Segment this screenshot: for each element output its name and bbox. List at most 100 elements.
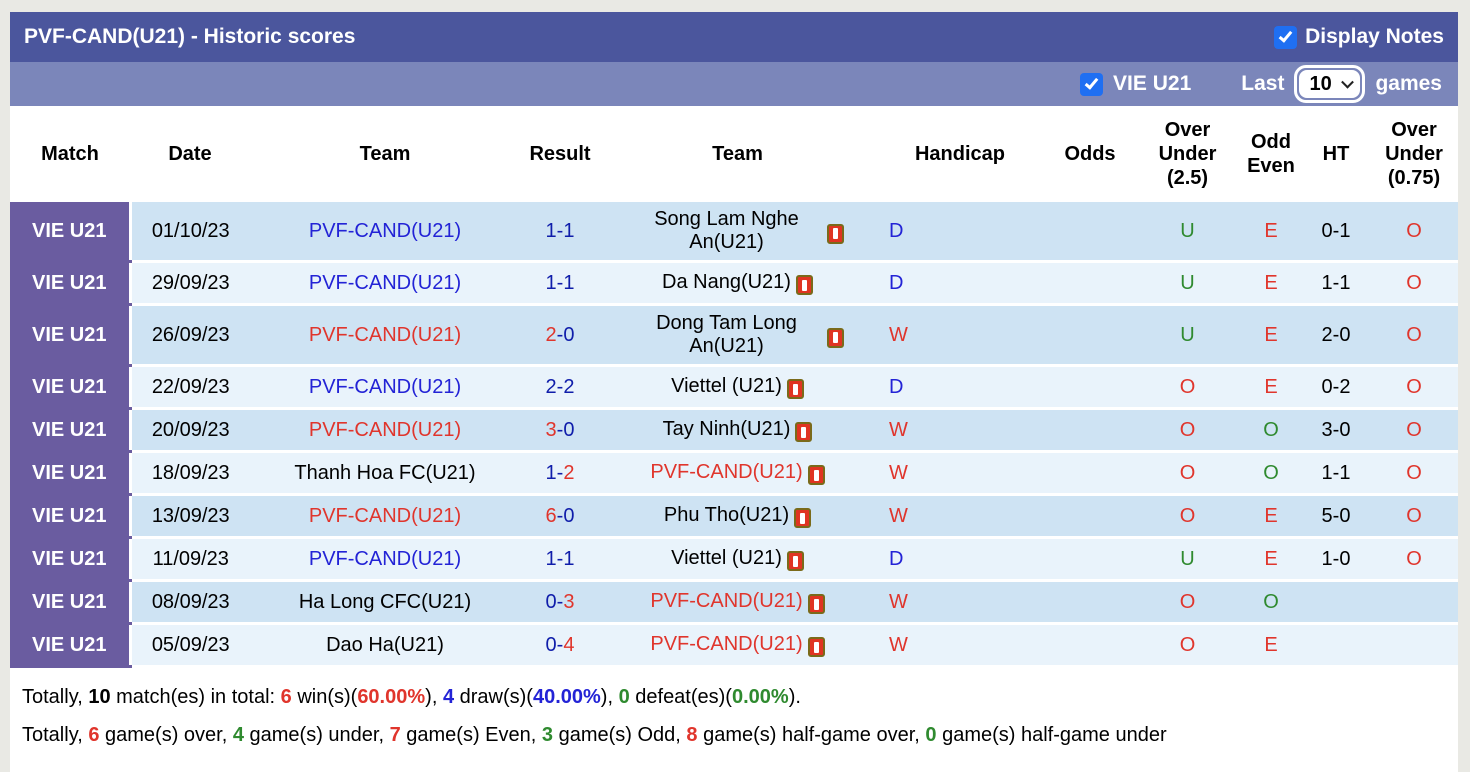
col-header-handicap: Handicap [875,106,1045,202]
team1-cell: PVF-CAND(U21) [250,365,520,410]
team2-name: Viettel (U21) [671,374,782,397]
games-label: games [1375,72,1442,95]
team1-name: Thanh Hoa FC(U21) [294,461,476,484]
team2-cell: Da Nang(U21) [600,261,875,306]
away-score: 0 [563,323,575,346]
outcome-cell: W [875,623,1045,668]
outcome-cell: D [875,202,1045,263]
red-card-icon [826,327,844,348]
team1-cell: PVF-CAND(U21) [250,494,520,539]
team1-cell: PVF-CAND(U21) [250,202,520,263]
result-cell: 3-0 [520,408,600,453]
score-dash: - [556,375,564,398]
team2-name: Song Lam Nghe An(U21) [654,208,799,253]
odds-cell [1045,408,1135,453]
col-header-over-under-25: Over Under (2.5) [1135,106,1240,202]
col-header-match: Match [10,106,130,202]
col-header-team-right: Team [600,106,875,202]
team-filter-label: VIE U21 [1113,72,1192,95]
over-under-25-cell: O [1135,408,1240,453]
team2-name: Viettel (U21) [671,546,782,569]
over-under-25-cell: O [1135,623,1240,668]
score-dash: - [556,547,564,570]
score-dash: - [556,219,564,242]
outcome-cell: D [875,537,1045,582]
team2-name: Dong Tam Long An(U21) [656,312,797,357]
team1-name: PVF-CAND(U21) [308,219,462,242]
ht-cell [1302,623,1370,668]
check-icon [1278,28,1293,43]
result-cell: 2-0 [520,304,600,367]
odds-cell [1045,494,1135,539]
outcome-cell: W [875,304,1045,367]
team2-cell: Dong Tam Long An(U21) [600,304,875,367]
home-score: 1 [545,271,557,294]
display-notes-checkbox[interactable] [1274,25,1298,49]
table-row: VIE U21 01/10/23 PVF-CAND(U21) 1-1 Song … [10,202,1458,263]
away-score: 1 [563,219,575,242]
odd-even-cell: E [1240,537,1302,582]
over-under-075-cell: O [1370,261,1458,306]
over-under-075-cell: O [1370,451,1458,496]
odd-even-cell: O [1240,580,1302,625]
team2-name: Phu Tho(U21) [663,503,790,526]
team-filter-checkbox[interactable] [1080,72,1104,96]
odds-cell [1045,623,1135,668]
check-icon [1084,75,1099,90]
over-under-075-cell: O [1370,537,1458,582]
filter-bar: VIE U21 Last 10 games [10,62,1458,106]
red-card-icon [795,275,813,296]
away-score: 0 [563,418,575,441]
ht-cell: 5-0 [1302,494,1370,539]
red-card-icon [826,223,844,244]
team1-cell: PVF-CAND(U21) [250,261,520,306]
over-under-25-cell: O [1135,580,1240,625]
result-cell: 2-2 [520,365,600,410]
match-cell: VIE U21 [10,580,132,625]
home-score: 1 [545,461,557,484]
col-header-result: Result [520,106,600,202]
ht-cell [1302,580,1370,625]
result-cell: 1-1 [520,261,600,306]
team1-name: PVF-CAND(U21) [308,418,462,441]
summary-line-2: Totally, 6 game(s) over, 4 game(s) under… [22,724,1167,746]
history-table: Match Date Team Result Team Handicap Odd… [10,106,1458,668]
table-row: VIE U21 18/09/23 Thanh Hoa FC(U21) 1-2 P… [10,451,1458,496]
match-cell: VIE U21 [10,623,132,668]
date-cell: 26/09/23 [130,304,250,367]
home-score: 2 [545,323,557,346]
result-cell: 0-4 [520,623,600,668]
match-cell: VIE U21 [10,202,132,263]
odds-cell [1045,537,1135,582]
red-card-icon [786,551,804,572]
team2-cell: Phu Tho(U21) [600,494,875,539]
outcome-cell: W [875,451,1045,496]
table-row: VIE U21 11/09/23 PVF-CAND(U21) 1-1 Viett… [10,537,1458,582]
score-dash: - [556,461,564,484]
match-cell: VIE U21 [10,365,132,410]
games-count-select[interactable]: 10 [1299,70,1361,98]
team1-cell: Thanh Hoa FC(U21) [250,451,520,496]
over-under-25-cell: U [1135,537,1240,582]
result-cell: 6-0 [520,494,600,539]
home-score: 0 [545,633,557,656]
over-under-075-cell [1370,623,1458,668]
page-title: PVF-CAND(U21) - Historic scores [24,25,356,48]
historic-scores-widget: PVF-CAND(U21) - Historic scores Display … [10,12,1458,772]
last-label: Last [1241,72,1285,95]
odds-cell [1045,365,1135,410]
away-score: 1 [563,271,575,294]
table-row: VIE U21 26/09/23 PVF-CAND(U21) 2-0 Dong … [10,304,1458,367]
over-under-25-cell: U [1135,304,1240,367]
team2-name: Tay Ninh(U21) [662,417,791,440]
score-dash: - [556,590,564,613]
games-count-select-wrap: 10 [1294,65,1366,103]
over-under-25-cell: O [1135,494,1240,539]
col-header-team-left: Team [250,106,520,202]
odd-even-cell: E [1240,365,1302,410]
home-score: 0 [545,590,557,613]
outcome-cell: W [875,408,1045,453]
over-under-075-cell: O [1370,304,1458,367]
col-header-odd-even: Odd Even [1240,106,1302,202]
history-table-body: VIE U21 01/10/23 PVF-CAND(U21) 1-1 Song … [10,202,1458,668]
